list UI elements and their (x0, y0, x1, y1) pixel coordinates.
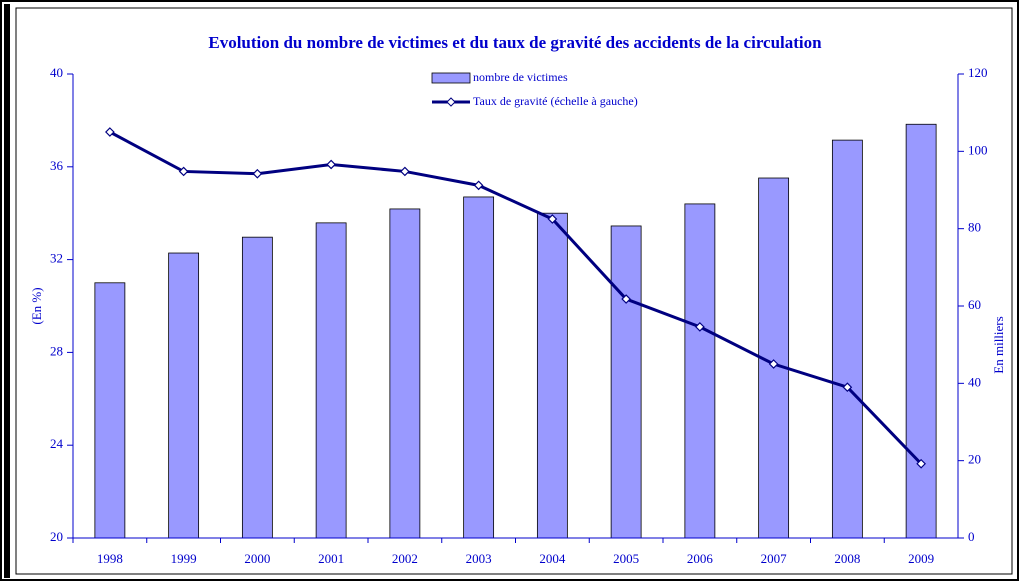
marker (400, 166, 410, 177)
bar (315, 222, 347, 539)
legend-marker (446, 97, 456, 107)
marker (621, 294, 631, 304)
x-tick-label: 2006 (687, 551, 714, 566)
bar (94, 282, 126, 539)
y2-tick-label: 100 (968, 142, 988, 157)
y2-tick-label: 60 (968, 297, 981, 312)
y2-axis-label: En milliers (991, 316, 1006, 373)
x-tick-label: 2000 (244, 551, 270, 566)
bar (463, 196, 495, 539)
y-tick-label: 36 (50, 158, 64, 173)
marker (473, 180, 484, 191)
y2-tick-label: 80 (968, 220, 981, 235)
y-axis-label: (En %) (29, 287, 44, 324)
marker (178, 166, 189, 177)
line (109, 130, 923, 465)
bar (536, 212, 568, 539)
x-tick-label: 1998 (97, 551, 123, 566)
y-tick-label: 40 (50, 65, 63, 80)
bar (610, 225, 642, 539)
x-tick-label: 1999 (171, 551, 197, 566)
marker (695, 322, 705, 332)
marker (326, 159, 336, 170)
x-tick-label: 2008 (834, 551, 860, 566)
x-tick-label: 2009 (908, 551, 934, 566)
marker (916, 458, 926, 469)
bar (905, 123, 937, 539)
legend-label: Taux de gravité (échelle à gauche) (473, 94, 638, 108)
y2-tick-label: 40 (968, 374, 981, 389)
y2-tick-label: 20 (968, 452, 981, 467)
bar (241, 236, 273, 539)
marker (547, 214, 558, 224)
x-tick-label: 2004 (539, 551, 566, 566)
legend-label: nombre de victimes (473, 70, 568, 84)
marker (842, 382, 853, 393)
x-tick-label: 2005 (613, 551, 639, 566)
bar (168, 252, 200, 539)
x-tick-label: 2007 (761, 551, 788, 566)
legend-swatch (431, 72, 471, 84)
y-tick-label: 28 (50, 343, 63, 358)
chart-border (15, 7, 1013, 575)
bar (684, 203, 716, 539)
frame-edge (4, 4, 10, 578)
x-tick-label: 2001 (318, 551, 344, 566)
marker (768, 359, 779, 369)
chart-title: Evolution du nombre de victimes et du ta… (208, 33, 822, 52)
marker (105, 127, 115, 137)
y-tick-label: 24 (50, 436, 64, 451)
bar (389, 208, 421, 539)
marker (252, 168, 263, 179)
y-tick-label: 20 (50, 529, 63, 544)
x-tick-label: 2003 (466, 551, 492, 566)
y2-tick-label: 0 (968, 529, 975, 544)
y2-tick-label: 120 (968, 65, 988, 80)
y-tick-label: 32 (50, 251, 63, 266)
bar (831, 139, 863, 539)
x-tick-label: 2002 (392, 551, 418, 566)
